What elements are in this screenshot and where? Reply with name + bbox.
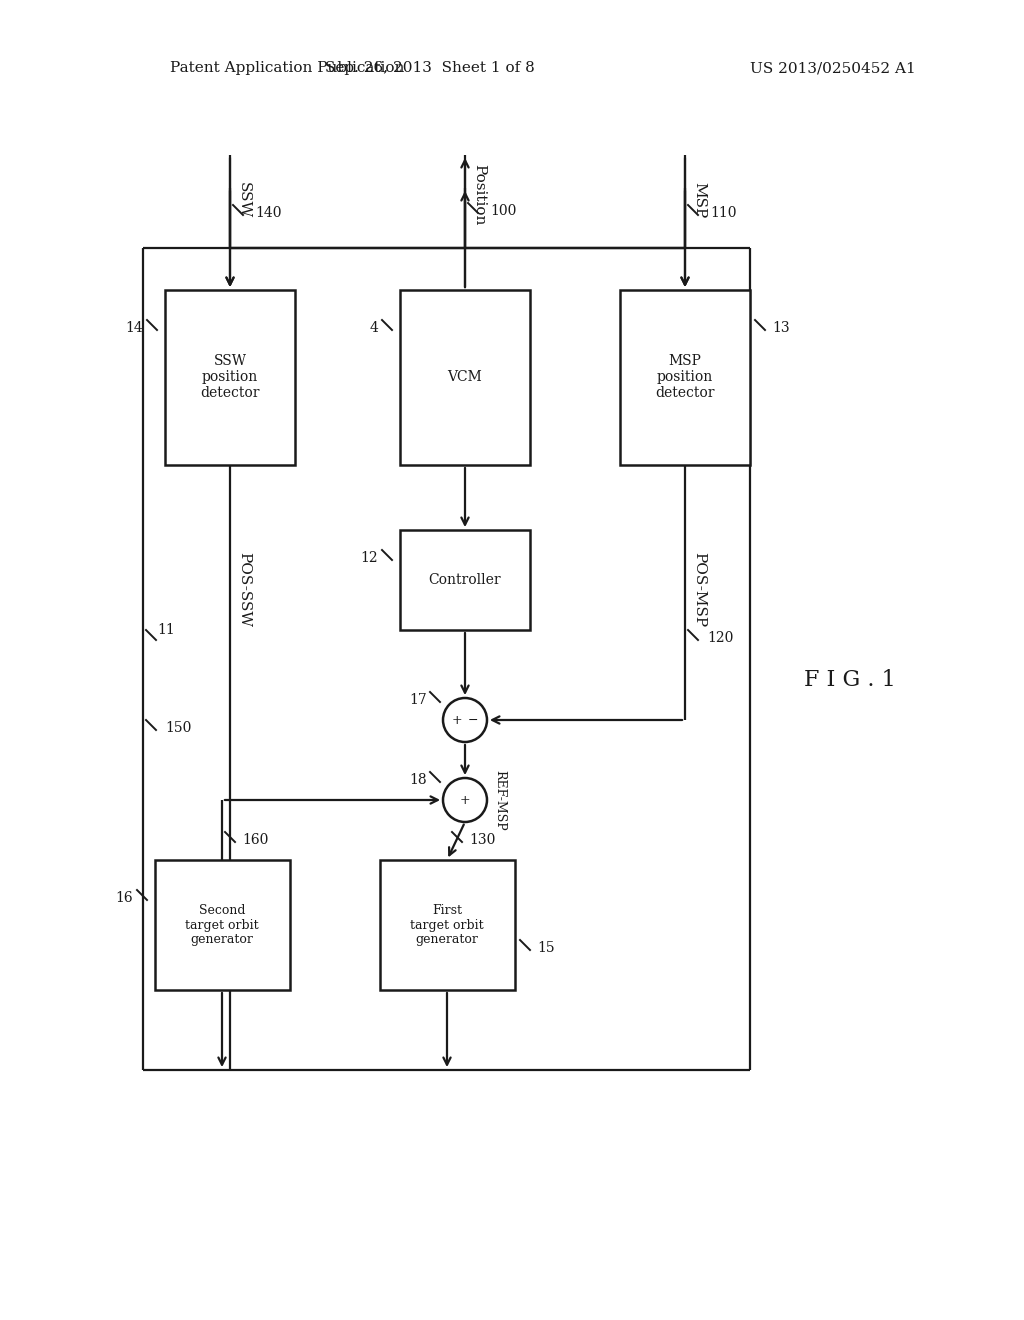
- Text: 14: 14: [125, 321, 143, 335]
- Text: POS-MSP: POS-MSP: [692, 553, 706, 627]
- Text: 110: 110: [710, 206, 736, 220]
- Text: SSW
position
detector: SSW position detector: [201, 354, 260, 400]
- Text: MSP: MSP: [692, 182, 706, 218]
- Bar: [155, 861, 290, 990]
- Text: 15: 15: [537, 941, 555, 954]
- Text: Patent Application Publication: Patent Application Publication: [170, 61, 404, 75]
- Text: Position: Position: [472, 164, 486, 226]
- Text: 100: 100: [490, 205, 516, 218]
- Text: First
target orbit
generator: First target orbit generator: [411, 903, 483, 946]
- Text: −: −: [468, 714, 478, 726]
- Bar: [400, 290, 530, 465]
- Text: F I G . 1: F I G . 1: [804, 669, 896, 690]
- Text: Controller: Controller: [429, 573, 502, 587]
- Bar: [400, 531, 530, 630]
- Text: POS-SSW: POS-SSW: [237, 553, 251, 627]
- Text: 13: 13: [772, 321, 790, 335]
- Bar: [165, 290, 295, 465]
- Text: MSP
position
detector: MSP position detector: [655, 354, 715, 400]
- Text: 160: 160: [242, 833, 268, 847]
- Text: 17: 17: [410, 693, 427, 708]
- Text: VCM: VCM: [447, 370, 482, 384]
- Bar: [380, 861, 515, 990]
- Text: +: +: [460, 793, 470, 807]
- Text: 150: 150: [165, 721, 191, 735]
- Text: 16: 16: [116, 891, 133, 906]
- Text: 130: 130: [469, 833, 496, 847]
- Text: 120: 120: [707, 631, 733, 645]
- Text: 18: 18: [410, 774, 427, 787]
- Text: Second
target orbit
generator: Second target orbit generator: [185, 903, 259, 946]
- Text: SSW: SSW: [237, 182, 251, 218]
- Bar: [620, 290, 750, 465]
- Text: REF-MSP: REF-MSP: [494, 770, 507, 830]
- Text: 140: 140: [255, 206, 282, 220]
- Text: +: +: [452, 714, 462, 726]
- Text: 11: 11: [157, 623, 175, 638]
- Text: 12: 12: [360, 550, 378, 565]
- Text: Sep. 26, 2013  Sheet 1 of 8: Sep. 26, 2013 Sheet 1 of 8: [326, 61, 535, 75]
- Text: US 2013/0250452 A1: US 2013/0250452 A1: [750, 61, 915, 75]
- Text: 4: 4: [369, 321, 378, 335]
